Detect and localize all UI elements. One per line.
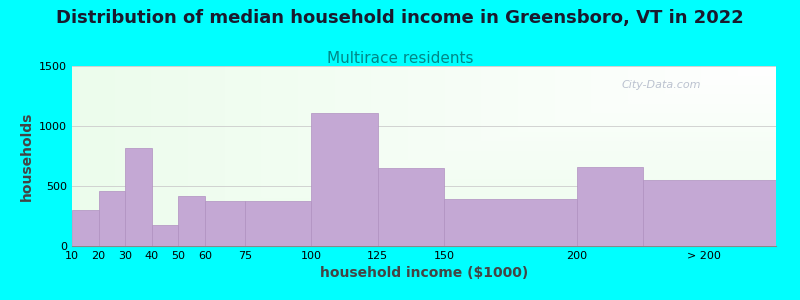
X-axis label: household income ($1000): household income ($1000)	[320, 266, 528, 280]
Bar	[98, 191, 125, 246]
Bar	[72, 210, 98, 246]
Text: Multirace residents: Multirace residents	[326, 51, 474, 66]
Bar	[444, 199, 577, 246]
Bar	[643, 180, 776, 246]
Bar	[577, 167, 643, 246]
Bar	[152, 225, 178, 246]
Bar	[205, 201, 245, 246]
Bar	[178, 196, 205, 246]
Text: Distribution of median household income in Greensboro, VT in 2022: Distribution of median household income …	[56, 9, 744, 27]
Text: City-Data.com: City-Data.com	[621, 80, 701, 90]
Bar	[378, 168, 444, 246]
Bar	[245, 201, 311, 246]
Bar	[311, 113, 378, 246]
Y-axis label: households: households	[19, 111, 34, 201]
Bar	[125, 148, 152, 246]
